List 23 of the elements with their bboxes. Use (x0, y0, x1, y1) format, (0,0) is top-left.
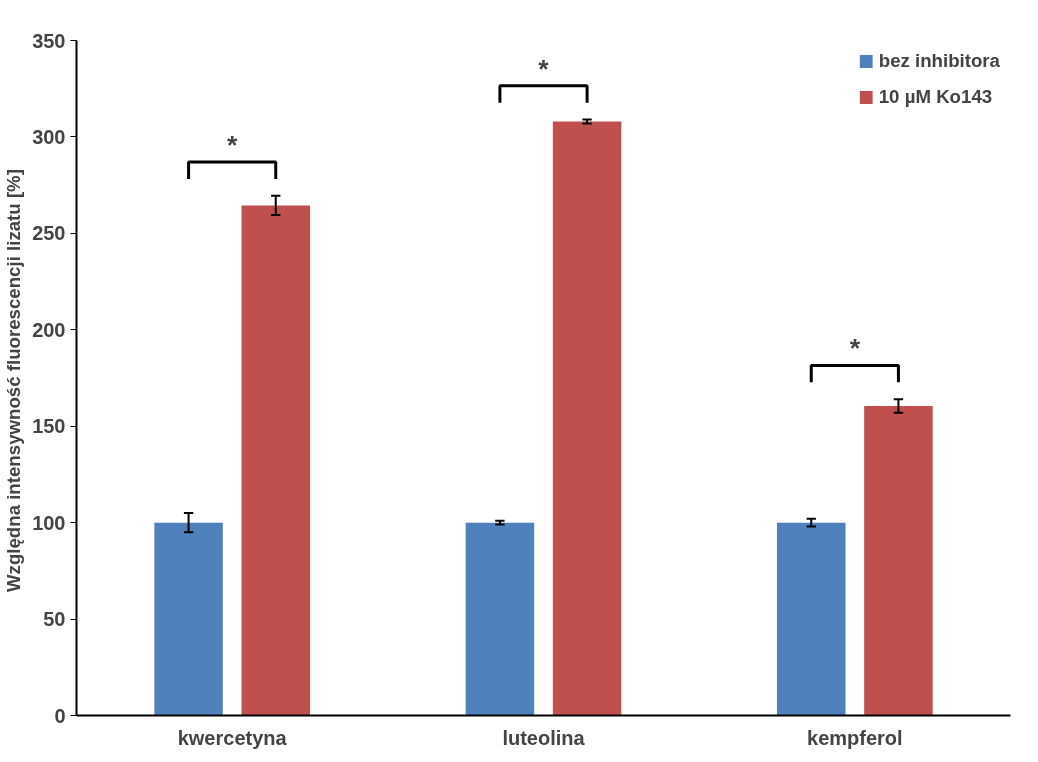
legend-label: 10 µM Ko143 (878, 86, 993, 108)
y-tick-label: 300 (32, 125, 66, 148)
y-tick-label: 150 (32, 415, 66, 438)
y-axis-title: Względna intensywność fluorescencji lizatu [%] (3, 169, 25, 593)
x-tick-label: kwercetyna (177, 726, 288, 749)
bar (864, 405, 933, 716)
y-tick-label: 250 (32, 222, 66, 245)
y-tick-label: 100 (32, 511, 66, 534)
y-tick-label: 200 (32, 318, 66, 341)
y-tick-label: 0 (54, 704, 66, 727)
annotation: * (849, 333, 861, 364)
y-tick-label: 50 (43, 608, 66, 631)
bar (241, 205, 310, 716)
bar (154, 522, 223, 716)
legend-label: bez inhibitora (878, 50, 1000, 72)
x-tick-label: kempferol (807, 726, 903, 749)
bar (552, 121, 622, 716)
x-tick-label: luteolina (502, 726, 586, 749)
bar (465, 522, 535, 716)
annotation: * (538, 53, 550, 84)
annotation: * (226, 130, 238, 160)
bar (777, 522, 846, 716)
y-tick-label: 350 (32, 29, 66, 52)
